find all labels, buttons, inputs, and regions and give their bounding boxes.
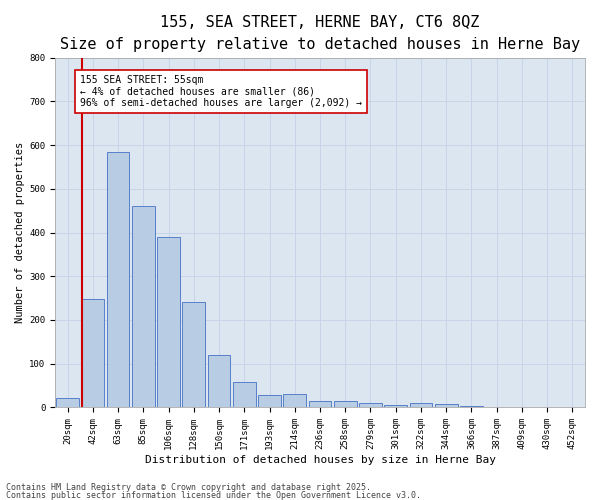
Bar bbox=[334, 402, 356, 407]
Bar bbox=[385, 406, 407, 407]
Bar bbox=[308, 402, 331, 407]
Bar bbox=[182, 302, 205, 408]
Bar bbox=[82, 299, 104, 408]
Y-axis label: Number of detached properties: Number of detached properties bbox=[15, 142, 25, 323]
Title: 155, SEA STREET, HERNE BAY, CT6 8QZ
Size of property relative to detached houses: 155, SEA STREET, HERNE BAY, CT6 8QZ Size… bbox=[60, 15, 580, 52]
Bar bbox=[561, 406, 584, 408]
Bar bbox=[435, 404, 458, 407]
Text: Contains HM Land Registry data © Crown copyright and database right 2025.: Contains HM Land Registry data © Crown c… bbox=[6, 484, 371, 492]
Bar bbox=[157, 237, 180, 408]
Bar bbox=[485, 406, 508, 408]
Text: Contains public sector information licensed under the Open Government Licence v3: Contains public sector information licen… bbox=[6, 490, 421, 500]
Bar bbox=[410, 403, 433, 407]
Bar bbox=[107, 152, 130, 408]
Bar bbox=[283, 394, 306, 407]
Bar bbox=[460, 406, 483, 407]
X-axis label: Distribution of detached houses by size in Herne Bay: Distribution of detached houses by size … bbox=[145, 455, 496, 465]
Bar bbox=[56, 398, 79, 407]
Bar bbox=[359, 403, 382, 407]
Bar bbox=[208, 355, 230, 408]
Bar bbox=[132, 206, 155, 408]
Bar bbox=[258, 395, 281, 407]
Text: 155 SEA STREET: 55sqm
← 4% of detached houses are smaller (86)
96% of semi-detac: 155 SEA STREET: 55sqm ← 4% of detached h… bbox=[80, 75, 362, 108]
Bar bbox=[233, 382, 256, 407]
